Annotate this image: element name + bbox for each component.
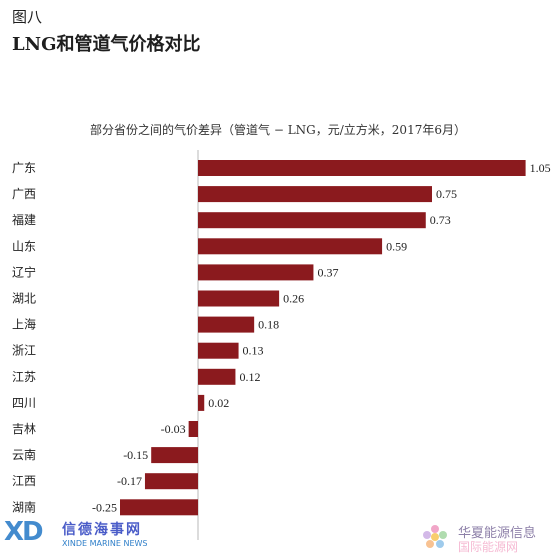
- value-label: 0.12: [239, 370, 260, 384]
- value-label: 0.26: [283, 292, 304, 306]
- xinde-watermark: XD 信德海事网 XINDE MARINE NEWS: [4, 515, 174, 555]
- bar: [198, 238, 383, 255]
- bar: [198, 212, 426, 229]
- bar: [198, 368, 236, 385]
- category-label: 上海: [12, 317, 36, 332]
- category-label: 福建: [12, 212, 36, 227]
- category-label: 吉林: [12, 422, 36, 436]
- bar: [144, 473, 198, 490]
- figure-title: LNG和管道气价格对比: [12, 34, 201, 55]
- flower-logo-icon: [423, 525, 447, 548]
- value-label: -0.15: [123, 448, 148, 462]
- xinde-watermark-en: XINDE MARINE NEWS: [62, 539, 148, 548]
- category-label: 湖北: [12, 291, 36, 306]
- value-label: 0.02: [208, 396, 229, 410]
- value-label: 0.59: [386, 239, 407, 253]
- category-label: 四川: [12, 396, 36, 410]
- bar: [151, 447, 198, 464]
- value-label: -0.17: [117, 474, 142, 488]
- bar: [188, 421, 198, 437]
- value-label: 0.73: [430, 213, 451, 227]
- figure-label: 图八: [12, 8, 43, 26]
- bar: [198, 394, 205, 411]
- category-label: 云南: [12, 447, 36, 462]
- energy-watermark: 华夏能源信息 国际能源网: [418, 518, 554, 556]
- category-label: 辽宁: [12, 264, 36, 279]
- xinde-logo-icon: XD: [4, 517, 44, 547]
- value-label: 1.05: [530, 161, 551, 175]
- category-label: 湖南: [12, 499, 36, 514]
- category-label: 山东: [12, 239, 36, 253]
- chart-subtitle: 部分省份之间的气价差异（管道气 − LNG，元/立方米，2017年6月）: [90, 123, 466, 137]
- value-label: -0.03: [161, 422, 186, 436]
- category-label: 江西: [12, 474, 36, 488]
- value-label: 0.18: [258, 318, 279, 332]
- energy-watermark-brand: 华夏能源信息: [458, 526, 537, 541]
- bar: [198, 264, 314, 281]
- bar: [198, 186, 432, 203]
- value-label: -0.25: [92, 500, 117, 514]
- value-label: 0.37: [317, 265, 338, 279]
- energy-watermark-sub: 国际能源网: [458, 540, 519, 554]
- category-label: 广西: [12, 187, 36, 201]
- xinde-watermark-cn: 信德海事网: [62, 522, 142, 538]
- bar: [198, 290, 280, 307]
- category-label: 广东: [12, 161, 36, 175]
- bar: [198, 160, 526, 176]
- value-label: 0.75: [436, 187, 457, 201]
- bar: [120, 499, 198, 516]
- category-label: 江苏: [12, 370, 36, 384]
- value-label: 0.13: [243, 344, 264, 358]
- category-label: 浙江: [12, 344, 36, 358]
- bar: [198, 342, 239, 359]
- bar: [198, 316, 255, 333]
